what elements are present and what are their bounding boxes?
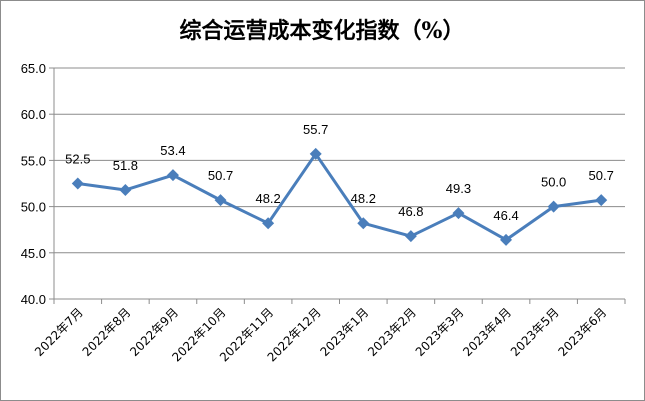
data-point [119, 183, 132, 196]
data-labels: 52.5 51.8 53.4 50.7 48.2 55.7 48.2 46.8 49.3 46.4… [65, 122, 614, 223]
y-tick-label: 65.0 [21, 61, 46, 76]
data-label: 48.2 [255, 191, 280, 206]
data-label: 52.5 [65, 152, 90, 167]
data-label: 48.2 [351, 191, 376, 206]
y-tick-label: 45.0 [21, 246, 46, 261]
data-markers [71, 147, 608, 246]
x-tick-label: 2023年2月 [365, 305, 419, 359]
data-label: 50.7 [208, 168, 233, 183]
data-point [262, 217, 275, 230]
x-tick-label: 2022年8月 [80, 305, 134, 359]
x-tick-label: 2023年1月 [318, 305, 372, 359]
data-point [166, 169, 179, 182]
y-axis-ticks: 40.0 45.0 50.0 55.0 60.0 65.0 [21, 61, 54, 307]
data-point [500, 233, 513, 246]
x-tick-label: 2023年3月 [413, 305, 467, 359]
x-axis-ticks: 2022年7月2022年8月2022年9月2022年10月2022年11月202… [32, 305, 609, 364]
y-tick-label: 50.0 [21, 200, 46, 215]
y-tick-label: 40.0 [21, 292, 46, 307]
series-line [77, 152, 602, 242]
data-label: 46.4 [493, 208, 518, 223]
data-point [71, 177, 84, 190]
chart-title: 综合运营成本变化指数（%） [180, 18, 465, 44]
x-tick-label: 2023年4月 [460, 305, 514, 359]
data-point [214, 194, 227, 207]
x-tick-label: 2022年7月 [32, 305, 86, 359]
data-point [357, 217, 370, 230]
data-label: 50.7 [589, 168, 614, 183]
data-label: 49.3 [446, 181, 471, 196]
data-label: 50.0 [541, 175, 566, 190]
x-tick-label: 2023年5月 [508, 305, 562, 359]
data-label: 55.7 [303, 122, 328, 137]
y-tick-label: 60.0 [21, 107, 46, 122]
data-label: 53.4 [160, 143, 185, 158]
data-point [595, 194, 608, 207]
data-label: 51.8 [113, 158, 138, 173]
x-tick-label: 2023年6月 [555, 305, 609, 359]
x-axis [53, 68, 626, 304]
data-point [452, 207, 465, 220]
y-tick-label: 55.0 [21, 153, 46, 168]
data-point [547, 200, 560, 213]
gridlines [54, 67, 625, 300]
data-point [404, 230, 417, 243]
data-label: 46.8 [398, 204, 423, 219]
data-point [309, 147, 322, 160]
